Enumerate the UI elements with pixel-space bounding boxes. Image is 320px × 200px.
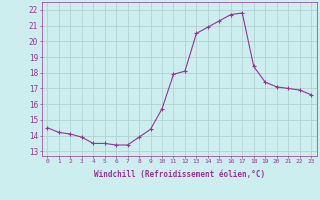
X-axis label: Windchill (Refroidissement éolien,°C): Windchill (Refroidissement éolien,°C) (94, 170, 265, 179)
